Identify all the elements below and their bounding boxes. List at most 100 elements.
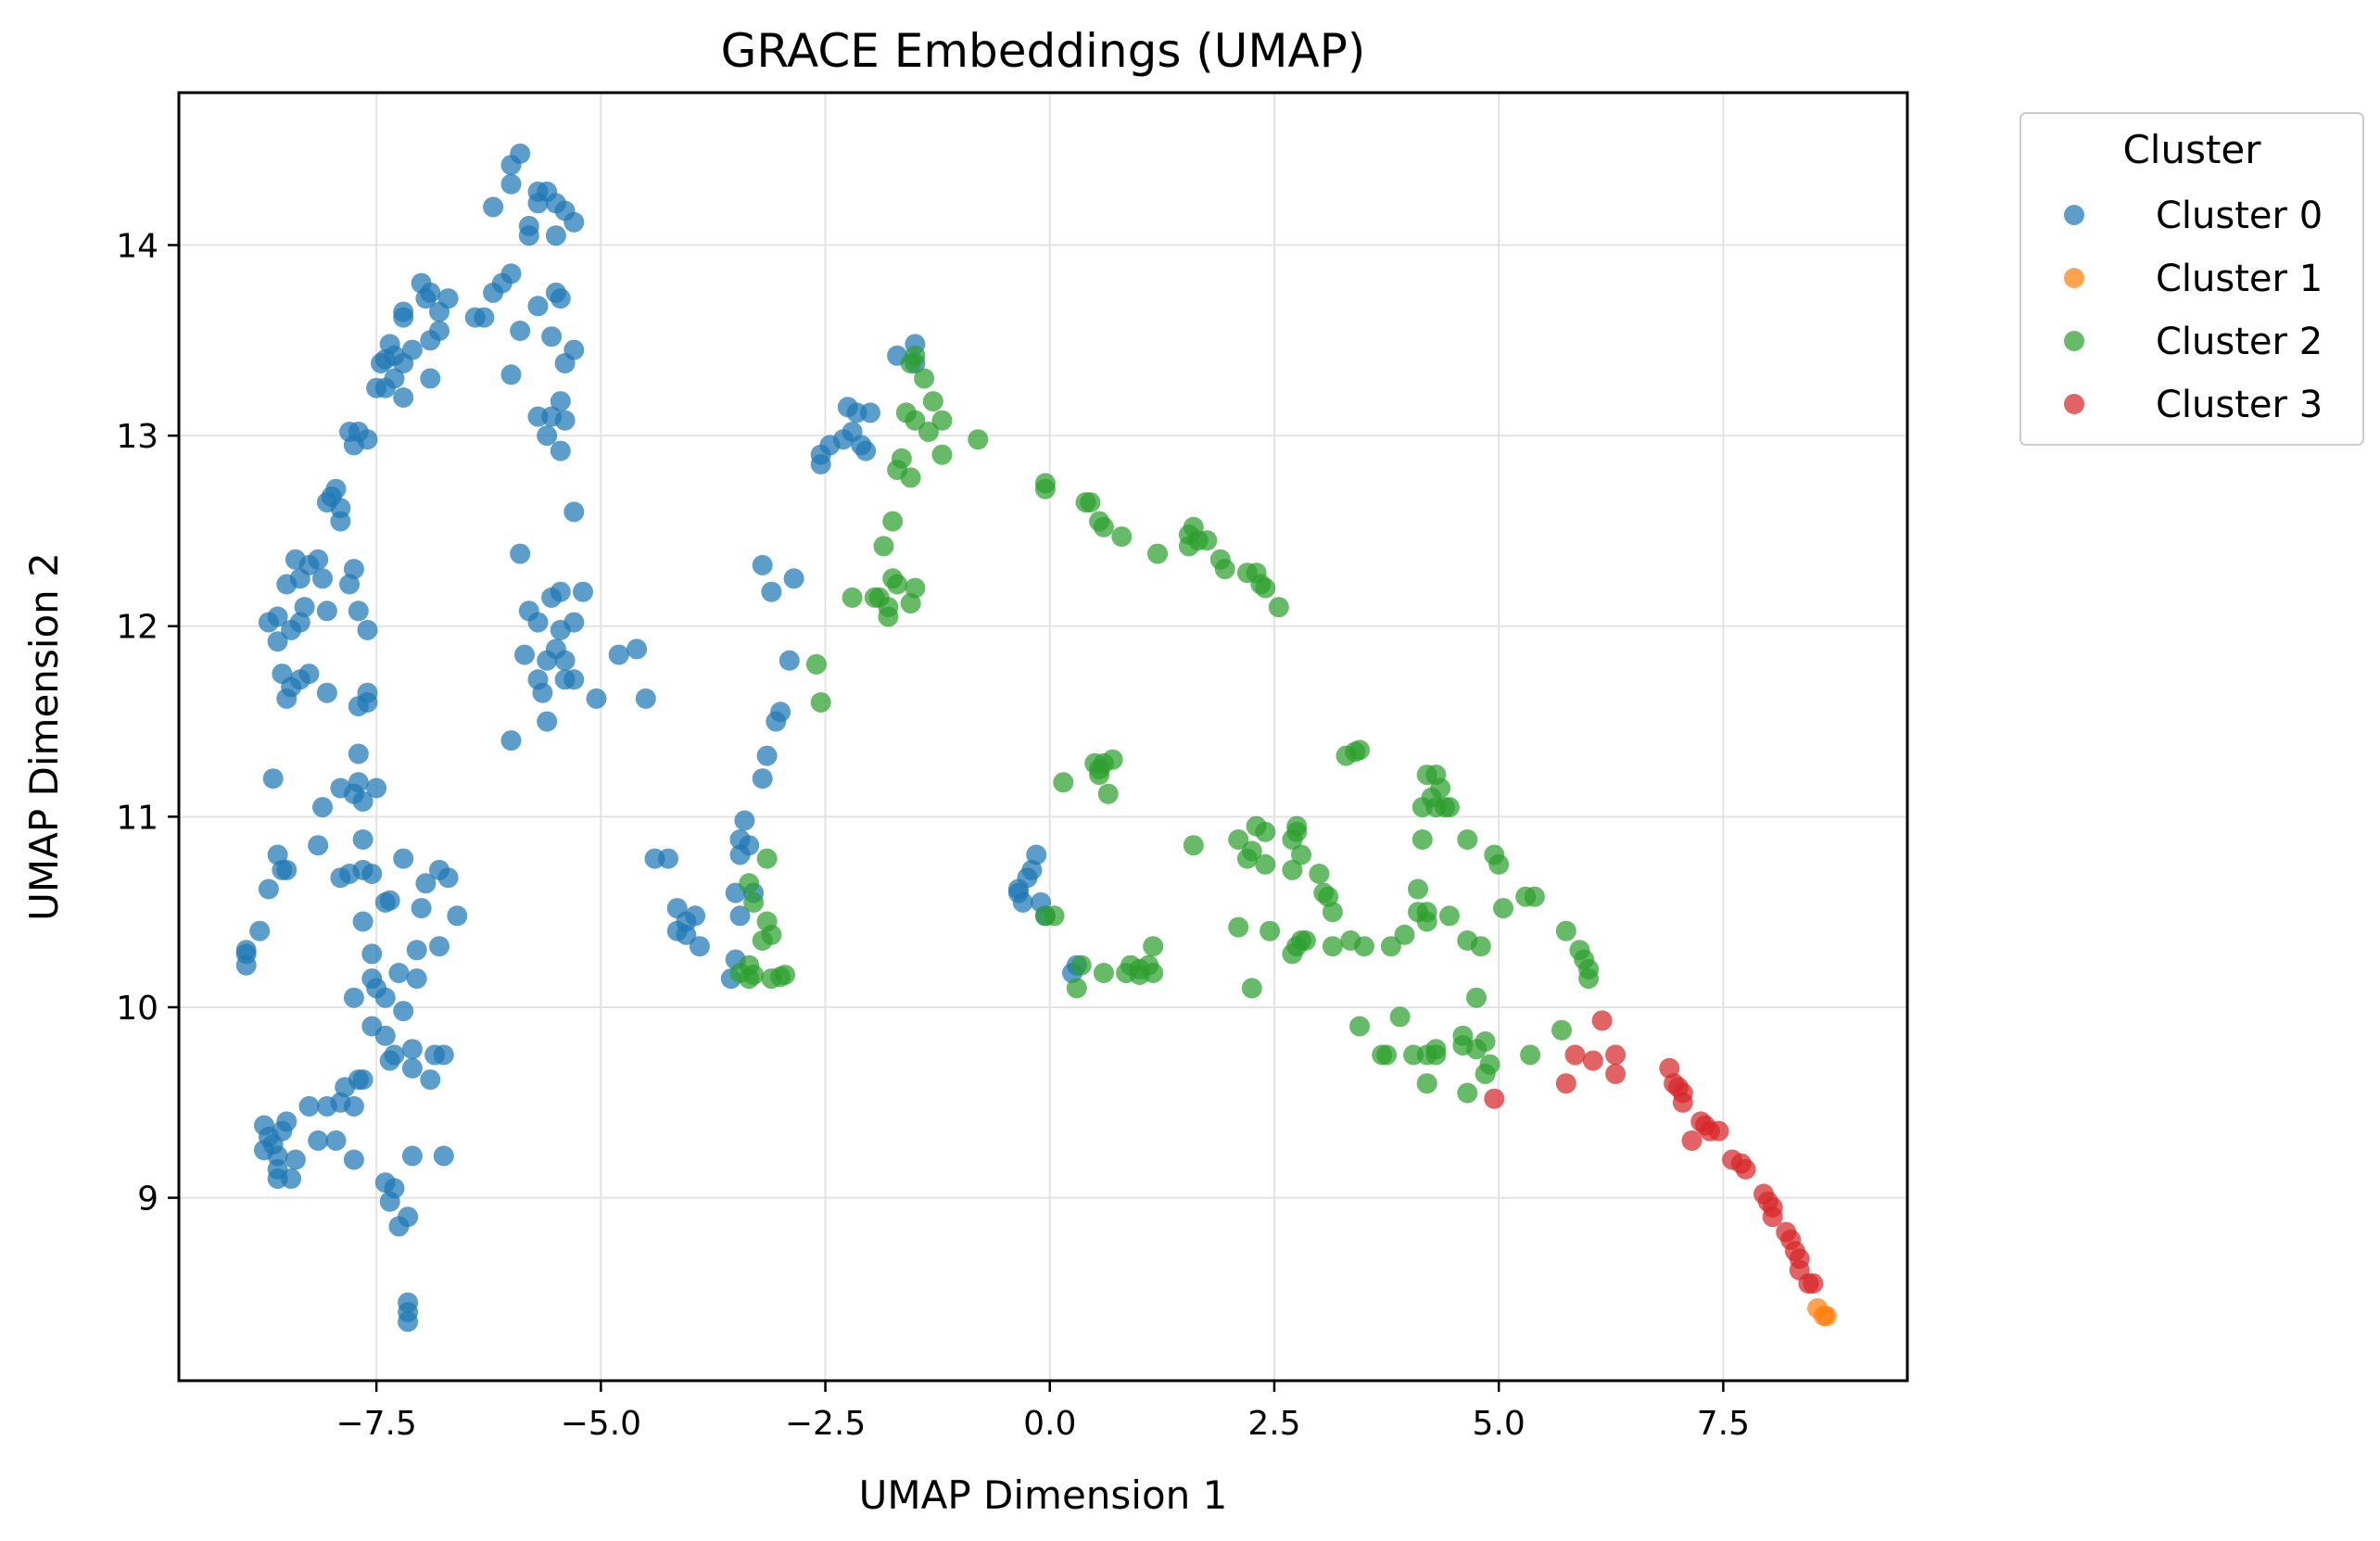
data-point <box>420 368 441 389</box>
data-point <box>563 211 585 233</box>
legend-label: Cluster 1 <box>2156 258 2323 300</box>
data-point <box>734 810 755 831</box>
data-point <box>343 987 364 1008</box>
data-point <box>545 225 566 246</box>
data-point <box>1012 891 1033 913</box>
data-point <box>931 444 953 465</box>
data-point <box>914 368 935 389</box>
data-point <box>1564 1044 1586 1066</box>
data-point <box>258 612 279 633</box>
data-point <box>586 688 607 709</box>
data-point <box>357 619 378 640</box>
data-point <box>276 859 298 880</box>
data-point <box>1555 1073 1576 1094</box>
data-point <box>447 905 468 927</box>
data-point <box>401 1039 423 1060</box>
legend-label: Cluster 0 <box>2156 195 2323 237</box>
data-point <box>873 536 894 557</box>
data-point <box>483 196 504 218</box>
data-point <box>527 193 549 214</box>
data-point <box>573 581 593 602</box>
data-point <box>398 1311 419 1333</box>
data-point <box>685 905 706 927</box>
data-point <box>1143 936 1164 957</box>
data-point <box>1318 886 1339 907</box>
data-point <box>1291 844 1311 865</box>
data-point <box>1255 821 1276 842</box>
data-point <box>393 848 414 869</box>
data-point <box>500 155 522 176</box>
data-point <box>537 650 558 671</box>
data-point <box>1416 902 1437 923</box>
data-point <box>1053 772 1074 793</box>
data-point <box>518 225 539 246</box>
data-point <box>882 511 904 532</box>
data-point <box>510 321 531 341</box>
data-point <box>1520 1044 1541 1066</box>
data-point <box>1349 1016 1370 1037</box>
data-point <box>316 600 337 622</box>
legend-marker <box>2064 394 2084 414</box>
data-point <box>1102 749 1123 770</box>
data-point <box>285 1149 306 1170</box>
data-point <box>1708 1120 1729 1142</box>
data-point <box>756 745 778 766</box>
data-point <box>900 467 921 488</box>
data-point <box>1255 577 1276 599</box>
data-point <box>343 1095 364 1117</box>
data-point <box>527 296 549 317</box>
data-point <box>541 587 563 608</box>
data-point <box>437 867 459 889</box>
data-point <box>1034 473 1056 494</box>
data-point <box>1551 1019 1572 1041</box>
data-point <box>420 330 441 351</box>
data-point <box>1093 963 1114 983</box>
data-point <box>258 878 279 900</box>
data-point <box>550 288 571 309</box>
data-point <box>1143 963 1164 983</box>
series-2 <box>729 345 1600 1104</box>
data-point <box>352 1069 373 1091</box>
data-point <box>1241 978 1262 999</box>
legend-items: Cluster 0 Cluster 1 Cluster 2 Cluster 3 <box>2064 195 2323 426</box>
data-point <box>887 574 908 595</box>
data-point <box>281 1168 302 1189</box>
y-tick-label: 14 <box>116 227 158 265</box>
data-point <box>420 282 441 303</box>
data-point <box>563 669 585 690</box>
data-point <box>361 943 383 965</box>
data-point <box>1605 1063 1627 1084</box>
legend-label: Cluster 2 <box>2156 321 2323 363</box>
data-point <box>510 543 531 564</box>
x-tick-label: 7.5 <box>1697 1405 1750 1443</box>
data-point <box>1183 835 1204 856</box>
data-point <box>1605 1044 1627 1066</box>
data-point <box>1111 526 1133 548</box>
data-point <box>500 730 522 752</box>
data-point <box>1349 739 1370 761</box>
data-point <box>316 682 337 703</box>
data-point <box>1066 978 1087 999</box>
data-point <box>366 777 387 799</box>
data-point <box>343 559 364 580</box>
data-point <box>357 692 378 713</box>
data-point <box>1591 1010 1613 1031</box>
y-axis-ticks: 9 10 11 12 13 14 <box>116 227 179 1219</box>
data-point <box>1255 853 1276 875</box>
data-point <box>393 353 414 373</box>
data-point <box>1260 920 1281 941</box>
data-point <box>810 454 831 474</box>
data-point <box>550 391 571 412</box>
data-point <box>1735 1158 1756 1180</box>
data-point <box>464 307 486 328</box>
data-point <box>1268 597 1289 618</box>
data-point <box>775 965 795 985</box>
data-point <box>1093 516 1114 537</box>
data-point <box>627 638 648 660</box>
data-point <box>761 581 782 602</box>
data-point <box>689 936 710 957</box>
data-point <box>1070 954 1092 976</box>
